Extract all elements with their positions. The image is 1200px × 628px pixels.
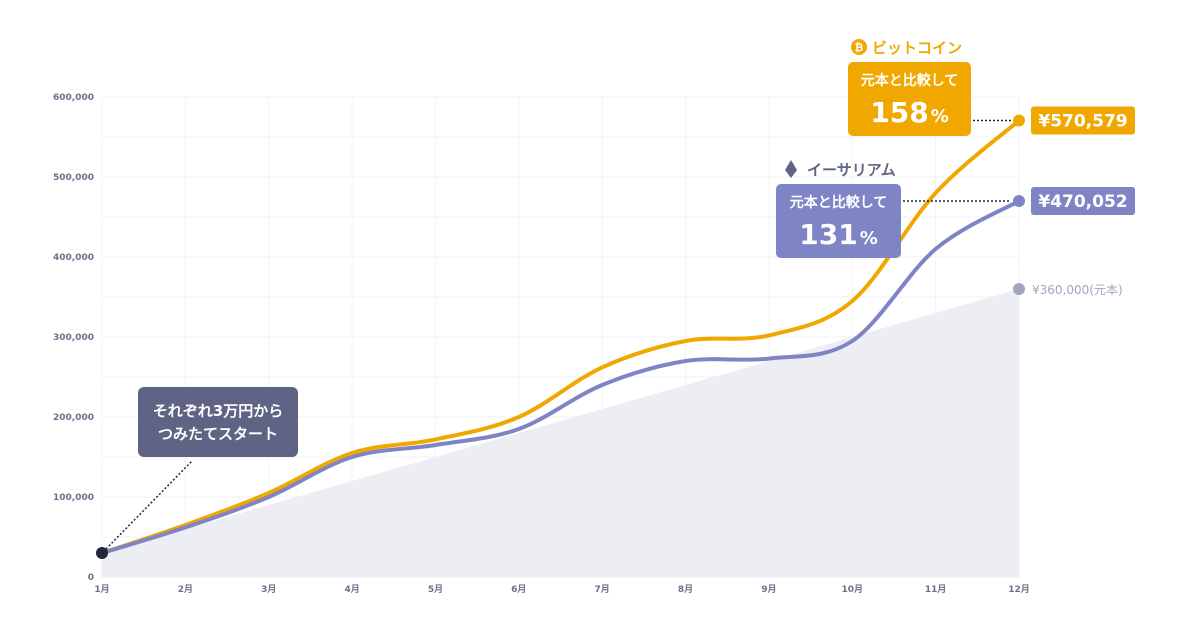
bitcoin-comparison-caption: 元本と比較して [861,72,959,89]
x-tick-label: 9月 [761,584,776,595]
ethereum-percent-unit: % [860,228,878,249]
y-tick-label: 300,000 [53,333,94,343]
principal-area [102,289,1019,577]
x-axis-ticks: 1月 2月 3月 4月 5月 6月 7月 8月 9月 10月 11月 12月 [94,584,1029,595]
series-line-bitcoin [100,118,1021,555]
y-tick-label: 400,000 [53,253,94,263]
ethereum-comparison-caption: 元本と比較して [790,194,888,211]
bitcoin-icon-glyph: ₿ [855,41,864,54]
bitcoin-percent-number: 158 [870,96,928,129]
bitcoin-end-value: ¥570,579 [1038,112,1127,132]
bitcoin-end-dot [1013,114,1025,127]
y-tick-label: 500,000 [53,173,94,183]
y-tick-label: 600,000 [53,93,94,103]
x-tick-label: 1月 [94,584,109,595]
bitcoin-end-tag [1031,106,1135,135]
bitcoin-comparison-percent: 158% [870,96,949,129]
start-annotation-box [138,387,298,457]
ethereum-end-dot [1013,194,1025,207]
x-tick-label: 12月 [1008,584,1030,595]
start-annotation-line: それぞれ3万円から [153,402,283,420]
y-tick-label: 0 [88,573,94,583]
y-tick-label: 100,000 [53,493,94,503]
x-tick-label: 4月 [344,584,359,595]
bitcoin-comparison-bubble [848,62,971,136]
start-annotation-line: つみたてスタート [158,425,278,443]
y-axis-ticks: 0 100,000 200,000 300,000 400,000 500,000 600,… [53,93,94,583]
y-tick-label: 200,000 [53,413,94,423]
ethereum-name-label: イーサリアム [807,161,896,179]
x-tick-label: 5月 [428,584,443,595]
x-tick-label: 2月 [178,584,193,595]
series-lines [100,118,1021,555]
principal-end-dot [1013,283,1025,295]
bitcoin-name-label: ビットコイン [872,39,962,57]
bitcoin-icon [851,39,867,55]
x-tick-label: 7月 [595,584,610,595]
start-dot [96,547,108,559]
ethereum-percent-number: 131 [799,218,857,251]
annotation-leader-line [105,460,193,550]
x-tick-label: 10月 [842,584,864,595]
ethereum-icon [785,160,797,178]
ethereum-comparison-percent: 131% [799,218,878,251]
x-tick-label: 6月 [511,584,526,595]
bitcoin-percent-unit: % [931,106,949,127]
series-line-ethereum [100,198,1021,555]
principal-end-label: ¥360,000(元本) [1032,283,1123,297]
ethereum-end-value: ¥470,052 [1038,192,1127,212]
ethereum-comparison-bubble [776,184,901,258]
x-tick-label: 11月 [925,584,947,595]
ethereum-end-tag [1031,186,1135,215]
x-tick-label: 3月 [261,584,276,595]
x-tick-label: 8月 [678,584,693,595]
